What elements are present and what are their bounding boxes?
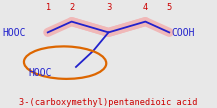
- Text: 3-(carboxymethyl)pentanedioic acid: 3-(carboxymethyl)pentanedioic acid: [19, 98, 198, 107]
- Text: 1: 1: [45, 3, 50, 12]
- Text: HOOC: HOOC: [2, 29, 26, 38]
- Text: 2: 2: [69, 3, 74, 12]
- Text: 4: 4: [143, 3, 148, 12]
- Text: 5: 5: [167, 3, 172, 12]
- Text: HOOC: HOOC: [28, 68, 52, 78]
- Text: COOH: COOH: [171, 29, 195, 38]
- Text: 3: 3: [106, 3, 111, 12]
